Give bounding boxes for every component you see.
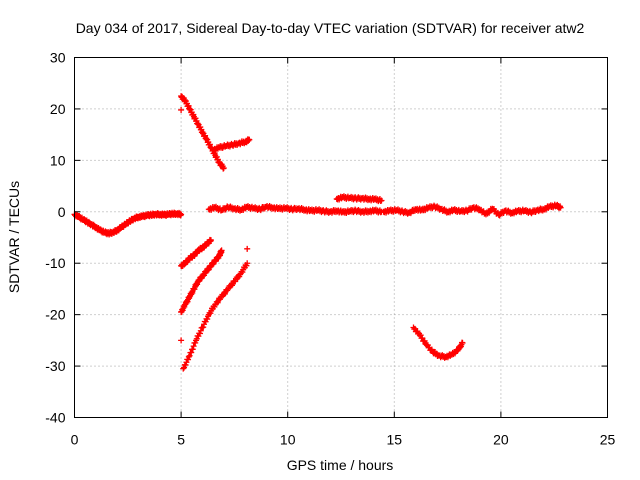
data-layer xyxy=(71,93,564,372)
series-arc-upper-branch-6.5-8.2h xyxy=(210,136,253,154)
data-point xyxy=(178,106,185,113)
y-tick-label: -10 xyxy=(45,255,65,271)
x-tick-label: 15 xyxy=(387,432,403,448)
data-point xyxy=(244,260,251,267)
data-point xyxy=(190,343,197,350)
series-baseline-6.3-14.5h xyxy=(205,202,385,216)
x-tick-label: 25 xyxy=(600,432,616,448)
data-point xyxy=(197,327,204,334)
tick-label-layer: 0 5 10 15 20 25 -40 -30 -20 -10 0 10 20 30 xyxy=(45,50,615,448)
series-baseline-0-5h xyxy=(71,209,185,238)
y-axis-label: SDTVAR / TECUs xyxy=(6,181,22,293)
chart-title: Day 034 of 2017, Sidereal Day-to-day VTE… xyxy=(76,20,585,36)
tick-layer xyxy=(74,57,608,418)
y-tick-label: 30 xyxy=(50,50,66,66)
x-axis-label: GPS time / hours xyxy=(287,457,394,473)
series-upper-band-12.3-14.5h xyxy=(333,193,385,205)
data-point xyxy=(459,339,466,346)
data-point xyxy=(186,352,193,359)
data-point xyxy=(182,362,189,369)
series-arc-b-5.0-6.9h xyxy=(178,247,225,316)
data-point xyxy=(421,337,428,344)
y-tick-label: 20 xyxy=(50,101,66,117)
data-point xyxy=(178,211,185,218)
data-point xyxy=(188,349,195,356)
data-point xyxy=(185,356,192,363)
grid-layer xyxy=(74,57,608,418)
data-point xyxy=(220,165,227,172)
data-point xyxy=(218,247,225,254)
series-arc-upper-5.0-7.0h xyxy=(178,93,227,172)
data-point xyxy=(185,353,192,360)
series-arc-a-5.0-6.5h xyxy=(178,236,214,270)
x-tick-label: 0 xyxy=(71,432,79,448)
data-point xyxy=(189,346,196,353)
data-point xyxy=(207,237,214,244)
x-tick-label: 20 xyxy=(493,432,509,448)
data-point xyxy=(244,245,251,252)
series-arc-d-16.0-18.2h xyxy=(410,324,466,361)
series-arc-c-5.1-8.2h xyxy=(180,260,251,372)
series-baseline-14.5-22.8h xyxy=(380,201,564,219)
x-tick-label: 10 xyxy=(280,432,296,448)
data-point xyxy=(557,204,564,211)
data-point xyxy=(178,337,185,344)
y-tick-label: -20 xyxy=(45,307,65,323)
x-tick-label: 5 xyxy=(177,432,185,448)
data-point xyxy=(246,136,253,143)
data-point xyxy=(197,330,204,337)
y-tick-label: 0 xyxy=(58,204,66,220)
y-tick-label: -40 xyxy=(45,410,65,426)
data-point xyxy=(200,324,207,331)
data-point xyxy=(180,365,187,372)
plot-frame xyxy=(74,57,608,418)
series-isolated-points xyxy=(178,106,251,344)
data-point xyxy=(378,197,385,204)
y-tick-label: -30 xyxy=(45,358,65,374)
data-point xyxy=(204,316,211,323)
y-tick-label: 10 xyxy=(50,152,66,168)
